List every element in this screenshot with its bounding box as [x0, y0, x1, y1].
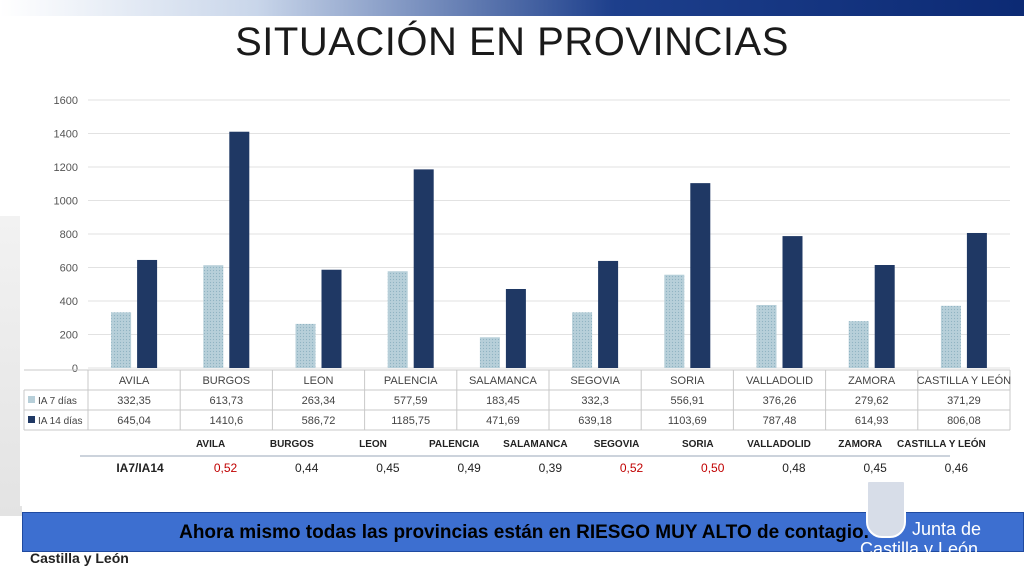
ia7-value-label: 556,91: [670, 395, 704, 407]
ratio-value: 0,44: [295, 461, 319, 475]
bar-ia14: [229, 131, 250, 368]
ia7-value-label: 279,62: [855, 395, 889, 407]
footer-brand: Castilla y León: [30, 550, 129, 566]
chart-area: 0 200 400 600 800 1000 1200 1400 1600 AVILA 332,35…: [20, 86, 1012, 506]
ia14-value-label: 1185,75: [391, 415, 430, 427]
legend-key-ia14: [28, 416, 35, 423]
category-label: SEGOVIA: [570, 375, 620, 387]
category-label: VALLADOLID: [746, 375, 813, 387]
bar-ia7: [387, 271, 408, 368]
ia14-value-label: 806,08: [947, 415, 981, 427]
y-tick-label: 400: [60, 296, 78, 308]
risk-banner-text: Ahora mismo todas las provincias están e…: [179, 522, 869, 543]
ratio-header: PALENCIA: [429, 439, 479, 450]
bar-ia14: [505, 288, 526, 368]
bar-ia14: [598, 260, 619, 368]
ratio-row-label: IA7/IA14: [116, 461, 164, 475]
bar-ia7: [572, 312, 593, 368]
ratio-header: ZAMORA: [838, 439, 882, 450]
ratio-header: LEON: [359, 439, 387, 450]
legend-label-ia14: IA 14 días: [38, 416, 82, 427]
legend-key-ia7: [28, 396, 35, 403]
ia7-value-label: 376,26: [763, 395, 797, 407]
bar-ia7: [295, 323, 316, 368]
ia7-value-label: 183,45: [486, 395, 520, 407]
y-tick-label: 1400: [54, 129, 78, 141]
bar-ia7: [111, 312, 132, 368]
slide-title: SITUACIÓN EN PROVINCIAS: [235, 20, 789, 64]
ia14-value-label: 614,93: [855, 415, 889, 427]
junta-logo: Junta de Castilla y León: [856, 476, 1016, 562]
bar-ia7: [940, 305, 961, 368]
bar-ia7: [848, 321, 869, 368]
bar-ia14: [966, 232, 987, 368]
y-tick-label: 800: [60, 229, 78, 241]
ratio-header: CASTILLA Y LEÓN: [897, 437, 986, 450]
ia7-value-label: 332,3: [581, 395, 609, 407]
logo-text-line1: Junta de: [912, 519, 982, 539]
y-tick-label: 1200: [54, 162, 78, 174]
bar-ia14: [874, 264, 895, 368]
bar-ia14: [690, 183, 711, 368]
ratio-header: AVILA: [196, 439, 225, 450]
ia7-value-label: 263,34: [302, 395, 336, 407]
category-label: LEON: [304, 375, 334, 387]
ia7-value-label: 332,35: [117, 395, 151, 407]
ia7-value-label: 371,29: [947, 395, 981, 407]
bar-ia7: [756, 304, 777, 368]
legend-label-ia7: IA 7 días: [38, 396, 77, 407]
bar-chart: 02004006008001000120014001600AVILA332,35…: [23, 95, 1011, 475]
y-tick-label: 200: [60, 330, 78, 342]
ratio-value: 0,48: [782, 461, 806, 475]
top-accent-bar: [0, 0, 1024, 16]
bar-ia14: [137, 259, 158, 368]
y-tick-label: 600: [60, 263, 78, 275]
ratio-value: 0,50: [701, 461, 725, 475]
left-decoration: [0, 216, 22, 516]
category-label: SALAMANCA: [469, 375, 538, 387]
category-label: ZAMORA: [848, 375, 896, 387]
ratio-value: 0,52: [620, 461, 644, 475]
ratio-value: 0,45: [863, 461, 887, 475]
ia14-value-label: 787,48: [763, 415, 797, 427]
category-label: PALENCIA: [384, 375, 438, 387]
ia14-value-label: 586,72: [302, 415, 336, 427]
ratio-value: 0,52: [214, 461, 238, 475]
bar-ia14: [413, 169, 434, 368]
category-label: BURGOS: [202, 375, 250, 387]
bar-ia14: [782, 236, 803, 368]
bar-ia7: [203, 265, 224, 368]
ratio-value: 0,39: [539, 461, 563, 475]
y-tick-label: 0: [72, 363, 78, 375]
ratio-value: 0,46: [945, 461, 969, 475]
bar-ia7: [664, 274, 685, 368]
ratio-value: 0,45: [376, 461, 400, 475]
y-tick-label: 1000: [54, 196, 78, 208]
ia7-value-label: 613,73: [209, 395, 243, 407]
coat-of-arms-icon: [866, 480, 906, 538]
category-label: AVILA: [119, 375, 150, 387]
risk-banner: Ahora mismo todas las provincias están e…: [22, 512, 1024, 552]
bar-ia14: [321, 269, 342, 368]
ratio-header: SALAMANCA: [503, 439, 567, 450]
ia14-value-label: 1410,6: [209, 415, 243, 427]
category-label: SORIA: [670, 375, 705, 387]
ia14-value-label: 1103,69: [668, 415, 707, 427]
ia14-value-label: 645,04: [117, 415, 151, 427]
ratio-header: VALLADOLID: [747, 439, 811, 450]
ia14-value-label: 639,18: [578, 415, 612, 427]
ratio-header: SEGOVIA: [594, 439, 640, 450]
bar-ia7: [479, 337, 500, 368]
y-tick-label: 1600: [54, 95, 78, 107]
ia14-value-label: 471,69: [486, 415, 520, 427]
ratio-value: 0,49: [457, 461, 481, 475]
category-label: CASTILLA Y LEÓN: [917, 374, 1011, 387]
ratio-header: BURGOS: [270, 439, 314, 450]
logo-text-line2: Castilla y León: [860, 539, 979, 559]
ratio-header: SORIA: [682, 439, 714, 450]
ia7-value-label: 577,59: [394, 395, 428, 407]
